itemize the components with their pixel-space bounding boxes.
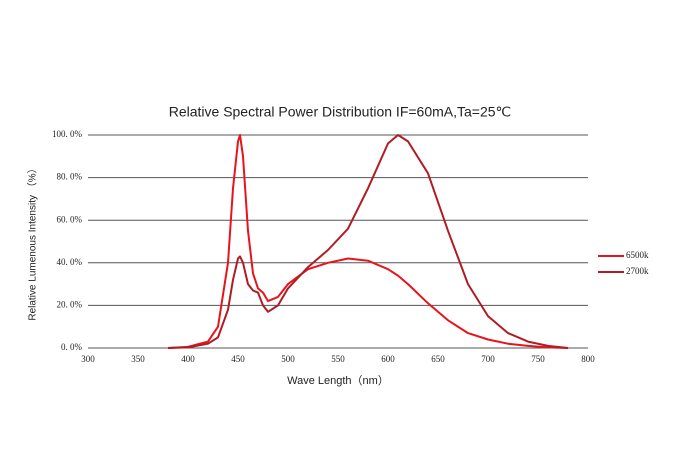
x-tick-label: 500: [281, 354, 295, 364]
x-tick-label: 800: [581, 354, 595, 364]
x-tick-label: 550: [331, 354, 345, 364]
data-line: [167, 134, 569, 349]
y-tick-label: 80. 0%: [57, 172, 83, 182]
legend-label: 6500k: [626, 250, 649, 260]
x-tick-label: 750: [531, 354, 545, 364]
y-tick-label: 40. 0%: [57, 257, 83, 267]
x-tick-label: 650: [431, 354, 445, 364]
x-tick-label: 300: [81, 354, 95, 364]
data-line: [167, 134, 569, 349]
y-axis-label: Relative Lumenous Intensity （%）: [27, 163, 39, 320]
chart-title: Relative Spectral Power Distribution IF=…: [169, 104, 512, 120]
x-tick-label: 350: [131, 354, 145, 364]
legend-label: 2700k: [626, 266, 649, 276]
y-tick-label: 0. 0%: [61, 342, 83, 352]
y-tick-label: 100. 0%: [52, 129, 83, 139]
y-tick-label: 20. 0%: [57, 299, 83, 309]
x-tick-label: 700: [481, 354, 495, 364]
x-axis-label: Wave Length（nm）: [287, 374, 389, 387]
x-tick-label: 400: [181, 354, 195, 364]
x-tick-label: 600: [381, 354, 395, 364]
x-tick-label: 450: [231, 354, 245, 364]
y-tick-label: 60. 0%: [57, 214, 83, 224]
